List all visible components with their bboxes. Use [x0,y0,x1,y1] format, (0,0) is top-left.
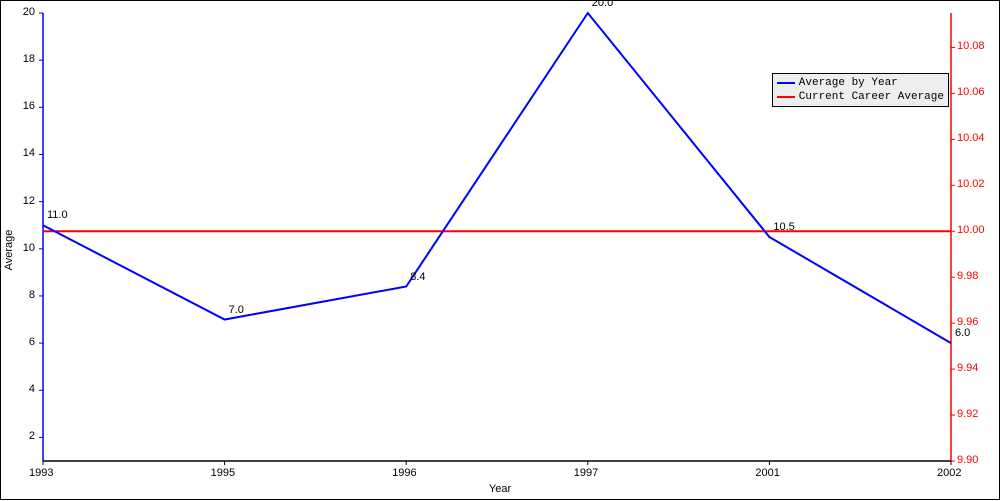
x-tick-label: 1997 [574,467,598,479]
y-right-tick-label: 10.06 [957,86,985,98]
x-tick-label: 1996 [392,467,416,479]
y-right-tick-label: 9.98 [957,270,978,282]
data-point-label: 6.0 [955,327,970,339]
legend: Average by Year Current Career Average [772,73,949,107]
x-tick-label: 1995 [211,467,235,479]
y-left-tick-label: 4 [29,383,35,395]
y-left-tick-label: 14 [23,147,35,159]
y-left-tick-label: 2 [29,430,35,442]
y-left-tick-label: 8 [29,289,35,301]
x-tick-label: 2001 [755,467,779,479]
y-left-tick-label: 6 [29,336,35,348]
y-left-axis-title: Average [3,230,15,271]
legend-label-primary: Average by Year [799,76,898,90]
y-left-tick-label: 18 [23,53,35,65]
y-right-tick-label: 10.04 [957,132,985,144]
x-axis-title: Year [489,483,511,495]
legend-item-primary: Average by Year [777,76,944,90]
y-left-tick-label: 12 [23,195,35,207]
legend-swatch-primary [777,82,795,84]
data-point-label: 10.5 [773,221,794,233]
y-right-tick-label: 10.00 [957,224,985,236]
y-right-tick-label: 10.08 [957,40,985,52]
legend-item-reference: Current Career Average [777,90,944,104]
y-right-tick-label: 10.02 [957,178,985,190]
legend-swatch-reference [777,96,795,98]
data-point-label: 8.4 [410,271,425,283]
x-tick-label: 1993 [29,467,53,479]
data-point-label: 7.0 [229,304,244,316]
legend-label-reference: Current Career Average [799,90,944,104]
y-right-tick-label: 9.94 [957,362,978,374]
y-right-tick-label: 9.92 [957,408,978,420]
x-tick-label: 2002 [937,467,961,479]
y-right-tick-label: 9.90 [957,454,978,466]
data-point-label: 20.0 [592,0,613,9]
y-left-tick-label: 20 [23,6,35,18]
y-left-tick-label: 16 [23,100,35,112]
line-chart: Average Year Average by Year Current Car… [0,0,1000,500]
y-left-tick-label: 10 [23,242,35,254]
data-point-label: 11.0 [47,209,68,221]
